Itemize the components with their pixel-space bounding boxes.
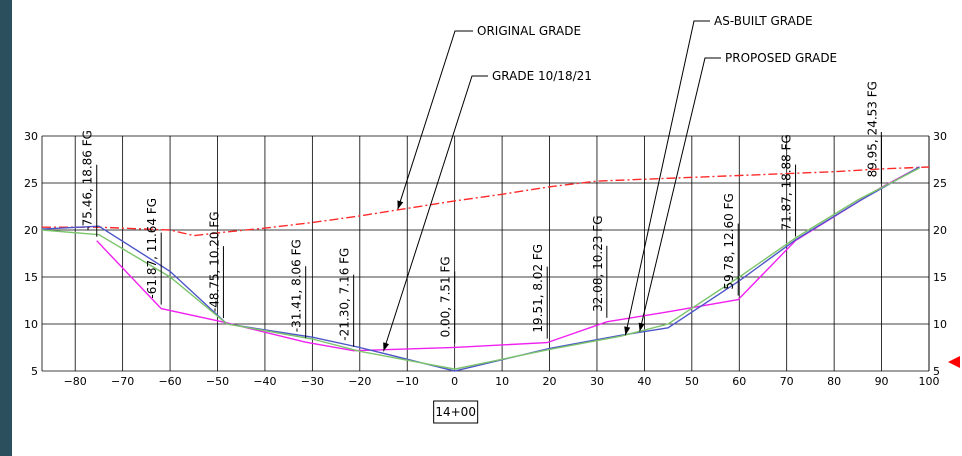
x-tick-label: −50 bbox=[206, 375, 229, 388]
fg-point-label: -75.46, 18.86 FG bbox=[81, 130, 95, 231]
fg-point-label: -61.87, 11.64 FG bbox=[145, 198, 159, 299]
x-tick-label: −70 bbox=[111, 375, 134, 388]
fg-point-label: 0.00, 7.51 FG bbox=[439, 256, 453, 337]
fg-point-label: 19.51, 8.02 FG bbox=[531, 244, 545, 333]
fg-point-label: 71.87, 18.88 FG bbox=[780, 134, 794, 230]
x-tick-label: 40 bbox=[637, 375, 651, 388]
series-line-3 bbox=[41, 167, 920, 370]
y-tick-label-right: 10 bbox=[933, 318, 947, 331]
pointer-marker bbox=[948, 356, 960, 368]
fg-point-label: 32.08, 10.23 FG bbox=[591, 215, 605, 311]
x-tick-label: 80 bbox=[827, 375, 841, 388]
y-tick-label-left: 15 bbox=[24, 271, 38, 284]
fg-point-label: -31.41, 8.06 FG bbox=[290, 239, 304, 332]
y-tick-label-left: 30 bbox=[24, 130, 38, 143]
fg-point-label: -21.30, 7.16 FG bbox=[338, 248, 352, 341]
y-tick-label-right: 15 bbox=[933, 271, 947, 284]
x-tick-label: 60 bbox=[732, 375, 746, 388]
callout-leader bbox=[639, 57, 721, 332]
x-tick-label: 10 bbox=[495, 375, 509, 388]
y-tick-label-left: 20 bbox=[24, 224, 38, 237]
callout-label: GRADE 10/18/21 bbox=[492, 69, 592, 83]
x-tick-label: −80 bbox=[64, 375, 87, 388]
y-tick-label-right: 25 bbox=[933, 177, 947, 190]
fg-point-label: 89.95, 24.53 FG bbox=[865, 81, 879, 177]
series-line-0 bbox=[42, 166, 930, 237]
fg-point-label: 59.78, 12.60 FG bbox=[722, 193, 736, 289]
y-tick-label-right: 20 bbox=[933, 224, 947, 237]
callout-arrowhead bbox=[638, 322, 645, 332]
x-tick-label: −40 bbox=[253, 375, 276, 388]
x-tick-label: −30 bbox=[301, 375, 324, 388]
x-tick-label: 50 bbox=[685, 375, 699, 388]
y-tick-label-left: 10 bbox=[24, 318, 38, 331]
cross-section-chart: 5 5 10 10 15 15 20 20 25 25 30 30 −80 −70 −60 −50 −40 −30… bbox=[24, 14, 960, 424]
y-tick-label-right: 30 bbox=[933, 130, 947, 143]
callout-label: AS-BUILT GRADE bbox=[714, 14, 813, 28]
callout-leader bbox=[397, 30, 473, 210]
y-tick-label-left: 5 bbox=[31, 365, 38, 378]
callout-leader bbox=[624, 20, 710, 336]
callout-arrowhead bbox=[624, 326, 631, 336]
callout-label: PROPOSED GRADE bbox=[725, 51, 837, 65]
chart-canvas: 5 5 10 10 15 15 20 20 25 25 30 30 −80 −70 −60 −50 −40 −30… bbox=[12, 0, 962, 456]
x-tick-label: 90 bbox=[875, 375, 889, 388]
station-label: 14+00 bbox=[435, 405, 476, 419]
callout-leader bbox=[383, 75, 488, 352]
callout-arrowhead bbox=[383, 342, 390, 352]
y-tick-label-left: 25 bbox=[24, 177, 38, 190]
x-tick-label: −60 bbox=[158, 375, 181, 388]
x-tick-label: 20 bbox=[543, 375, 557, 388]
x-tick-label: −20 bbox=[348, 375, 371, 388]
station-box bbox=[433, 400, 479, 424]
x-tick-label: −10 bbox=[396, 375, 419, 388]
x-tick-label: 70 bbox=[780, 375, 794, 388]
fg-point-label: -48.75, 10.20 FG bbox=[207, 211, 221, 312]
x-tick-label: 0 bbox=[451, 375, 458, 388]
x-tick-label: 30 bbox=[590, 375, 604, 388]
y-tick-label-right: 5 bbox=[933, 365, 940, 378]
x-tick-label: 100 bbox=[919, 375, 940, 388]
callout-arrowhead bbox=[397, 200, 404, 210]
callout-label: ORIGINAL GRADE bbox=[477, 24, 581, 38]
